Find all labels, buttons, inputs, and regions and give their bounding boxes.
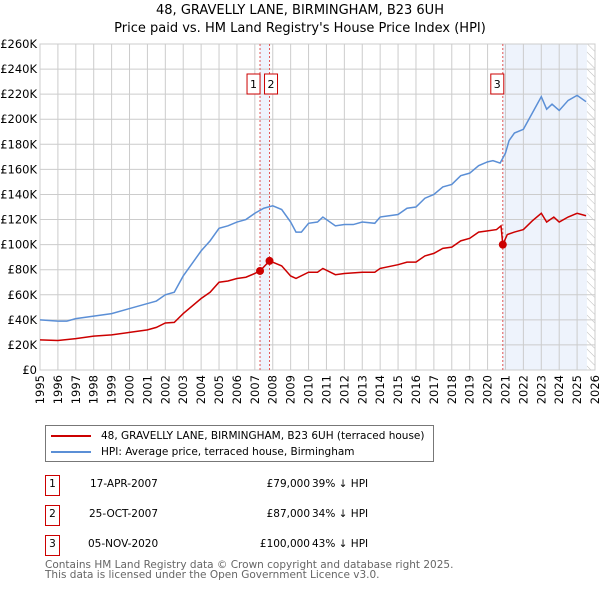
- sale-date: 05-NOV-2020: [88, 538, 159, 550]
- forecast-hatch: [586, 44, 595, 370]
- sale-label: 1: [250, 78, 257, 91]
- sale-row: 2 25-OCT-2007 £87,000 34% ↓ HPI: [45, 505, 445, 526]
- x-tick-label: 2005: [212, 375, 226, 404]
- x-tick-label: 1999: [105, 375, 119, 404]
- y-tick-label: £160K: [0, 162, 37, 176]
- x-tick-label: 2024: [552, 375, 566, 404]
- legend-item-hpi: HPI: Average price, terraced house, Birm…: [51, 446, 355, 458]
- y-tick-label: £240K: [0, 62, 37, 76]
- sale-price: £79,000: [266, 478, 310, 490]
- legend-item-property: 48, GRAVELLY LANE, BIRMINGHAM, B23 6UH (…: [51, 430, 424, 442]
- x-tick-label: 2023: [534, 375, 548, 404]
- x-tick-label: 2022: [516, 375, 530, 404]
- subtitle-line: Price paid vs. HM Land Registry's House …: [114, 21, 486, 36]
- sale-label-box: [264, 73, 279, 95]
- sale-hpi: 43% ↓ HPI: [312, 538, 369, 550]
- y-tick-label: £260K: [0, 37, 37, 51]
- x-tick-label: 2016: [409, 375, 423, 404]
- x-tick-label: 2021: [498, 375, 512, 404]
- x-tick-label: 2026: [588, 375, 600, 404]
- footer: Contains HM Land Registry data © Crown c…: [45, 559, 454, 581]
- price-paid-line: [39, 212, 587, 342]
- x-tick-label: 2014: [373, 375, 387, 404]
- sale-price: £100,000: [259, 538, 310, 550]
- sale-label: 3: [494, 78, 501, 91]
- y-tick-label: £40K: [8, 313, 38, 327]
- y-tick-label: £220K: [0, 87, 37, 101]
- y-tick-label: £120K: [0, 213, 37, 227]
- sale-shade: [260, 44, 270, 370]
- y-tick-label: £200K: [0, 112, 37, 126]
- y-tick-label: £140K: [0, 187, 37, 201]
- x-tick-label: 2001: [140, 375, 154, 404]
- sale-hpi: 34% ↓ HPI: [312, 508, 369, 520]
- y-tick-label: £60K: [8, 288, 38, 302]
- sale-hpi: 39% ↓ HPI: [312, 478, 369, 490]
- x-tick-label: 2007: [248, 375, 262, 404]
- x-tick-label: 1997: [69, 375, 83, 404]
- legend-label: HPI: Average price, terraced house, Birm…: [101, 446, 355, 458]
- x-tick-label: 2017: [427, 375, 441, 404]
- x-tick-label: 2011: [319, 375, 333, 404]
- x-tick-label: 1995: [33, 375, 47, 404]
- sale-date: 17-APR-2007: [90, 478, 158, 490]
- y-tick-label: £180K: [0, 137, 37, 151]
- x-tick-label: 2006: [230, 375, 244, 404]
- x-tick-label: 2004: [194, 375, 208, 404]
- sale-point: [256, 266, 265, 275]
- sale-point: [265, 256, 274, 265]
- hpi-line: [39, 94, 587, 322]
- y-tick-label: £80K: [8, 263, 38, 277]
- y-tick-label: £20K: [8, 338, 38, 352]
- x-tick-label: 2012: [337, 375, 351, 404]
- sale-row: 1 17-APR-2007 £79,000 39% ↓ HPI: [45, 475, 445, 496]
- y-tick-label: £0: [22, 363, 37, 377]
- sale-date: 25-OCT-2007: [89, 508, 158, 520]
- x-tick-label: 2008: [266, 375, 280, 404]
- footer-line: Contains HM Land Registry data © Crown c…: [45, 559, 454, 571]
- sale-row: 3 05-NOV-2020 £100,000 43% ↓ HPI: [45, 535, 445, 556]
- plot-area: £0 £20K £40K £60K £80K £100K £120K £140K £160K £1…: [0, 37, 600, 404]
- legend-label: 48, GRAVELLY LANE, BIRMINGHAM, B23 6UH (…: [101, 430, 425, 442]
- x-tick-label: 2020: [481, 375, 495, 404]
- x-tick-label: 2013: [355, 375, 369, 404]
- x-tick-label: 2010: [302, 375, 316, 404]
- x-tick-label: 2009: [284, 375, 298, 404]
- sale-label-box: [490, 73, 505, 95]
- sale-point: [498, 240, 507, 249]
- plot-frame: [39, 43, 596, 371]
- legend: 48, GRAVELLY LANE, BIRMINGHAM, B23 6UH (…: [45, 425, 434, 462]
- x-tick-label: 2000: [123, 375, 137, 404]
- x-tick-label: 2018: [445, 375, 459, 404]
- sale-label: 2: [268, 78, 275, 91]
- x-tick-label: 2015: [391, 375, 405, 404]
- x-tick-label: 2019: [463, 375, 477, 404]
- y-tick-label: £100K: [0, 238, 37, 252]
- chart-title: 48, GRAVELLY LANE, BIRMINGHAM, B23 6UH Pr…: [0, 2, 600, 38]
- sale-number: 2: [45, 505, 60, 526]
- sale-shade: [502, 44, 587, 370]
- x-tick-label: 1998: [87, 375, 101, 404]
- footer-line: This data is licensed under the Open Gov…: [45, 569, 380, 581]
- sale-label-box: [246, 73, 261, 95]
- sale-price: £87,000: [266, 508, 310, 520]
- title-line: 48, GRAVELLY LANE, BIRMINGHAM, B23 6UH: [156, 3, 444, 18]
- sale-number: 3: [45, 535, 60, 556]
- sale-number: 1: [45, 475, 60, 496]
- x-tick-label: 2002: [158, 375, 172, 404]
- x-tick-label: 2003: [176, 375, 190, 404]
- x-tick-label: 1996: [51, 375, 65, 404]
- x-tick-label: 2025: [570, 375, 584, 404]
